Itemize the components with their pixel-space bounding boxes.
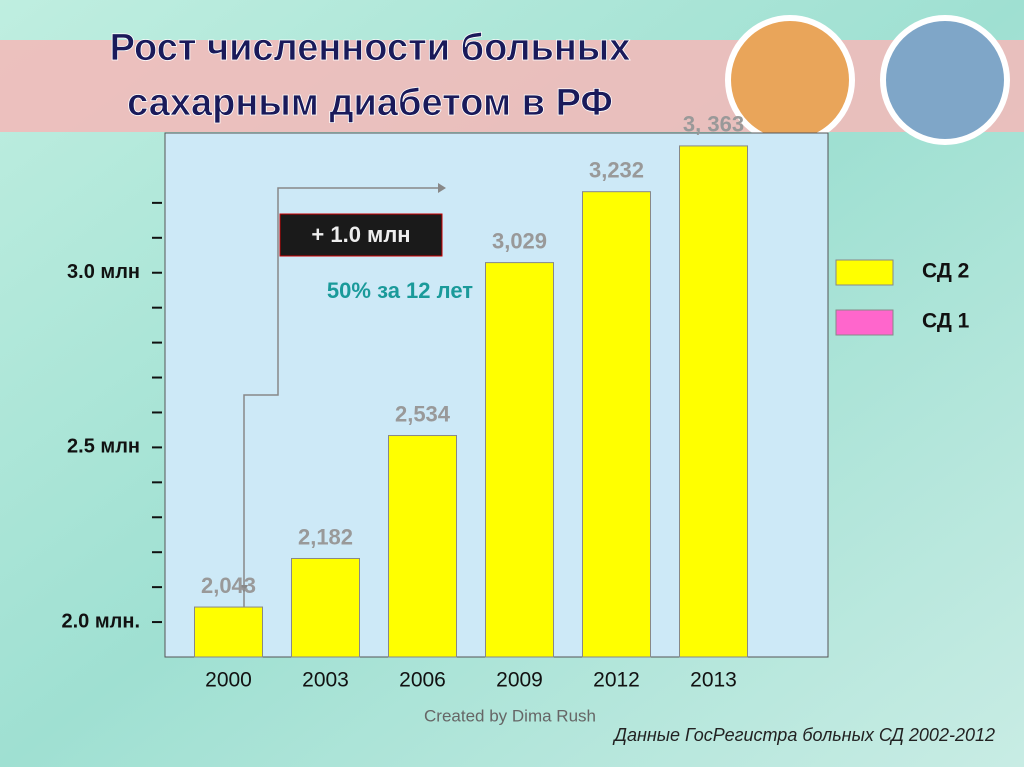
x-tick-label: 2009 bbox=[496, 669, 543, 692]
annotation-box bbox=[279, 213, 443, 257]
value-label: 2,043 bbox=[201, 573, 256, 598]
value-label: 3,232 bbox=[589, 158, 644, 183]
x-tick-label: 2013 bbox=[690, 669, 737, 692]
annotation-arrow bbox=[243, 187, 438, 650]
title-line: Рост численности больных bbox=[110, 27, 631, 69]
bar bbox=[679, 145, 748, 658]
arrow-head bbox=[438, 183, 446, 193]
bar bbox=[582, 191, 651, 658]
x-tick-label: 2003 bbox=[302, 669, 349, 692]
credit: Created by Dima Rush bbox=[424, 706, 596, 725]
legend-swatch bbox=[835, 309, 894, 336]
x-tick-label: 2006 bbox=[399, 669, 446, 692]
x-tick-label: 2000 bbox=[205, 669, 252, 692]
bar bbox=[388, 435, 457, 658]
bar bbox=[485, 262, 554, 658]
value-label: 3,029 bbox=[492, 228, 547, 253]
annotation: + 1.0 млн bbox=[311, 222, 410, 247]
x-tick-label: 2012 bbox=[593, 669, 640, 692]
value-label: 2,182 bbox=[298, 524, 353, 549]
value-label: 3, 363 bbox=[683, 112, 744, 137]
photo-doctor bbox=[880, 15, 1010, 145]
bar bbox=[291, 557, 360, 658]
arrow-head bbox=[240, 585, 248, 593]
annotation: 50% за 12 лет bbox=[327, 278, 473, 303]
source: Данные ГосРегистра больных СД 2002-2012 bbox=[612, 725, 995, 745]
legend-swatch bbox=[835, 259, 894, 286]
bar bbox=[194, 606, 263, 658]
legend-label: СД 2 bbox=[922, 260, 969, 283]
photo-pills bbox=[725, 15, 855, 145]
y-tick-label: 2.0 млн. bbox=[62, 610, 141, 632]
y-tick-label: 3.0 млн bbox=[67, 261, 140, 283]
value-label: 2,534 bbox=[395, 401, 451, 426]
y-tick-label: 2.5 млн bbox=[67, 436, 140, 458]
title-line: сахарным диабетом в РФ bbox=[127, 82, 613, 124]
legend-label: СД 1 bbox=[922, 310, 970, 333]
